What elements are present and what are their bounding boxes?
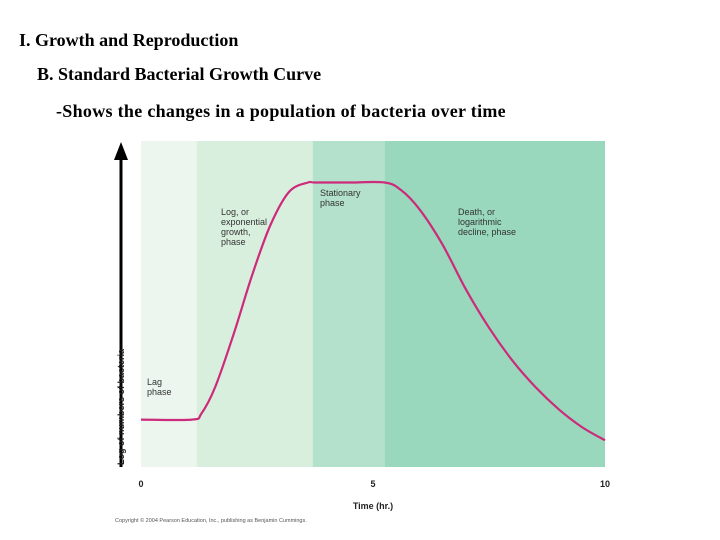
- x-tick-label: 0: [138, 479, 143, 489]
- y-axis-label: Log of numbers of bacteria: [116, 348, 126, 465]
- y-axis-arrowhead: [114, 142, 128, 160]
- x-tick-label: 5: [370, 479, 375, 489]
- x-tick-label: 10: [600, 479, 610, 489]
- growth-curve-line: [140, 180, 606, 442]
- phase-label-2: Stationary phase: [320, 188, 361, 208]
- phase-labels: Lag phase Log, or exponential growth, phase St…: [147, 188, 516, 397]
- x-tick-labels: 0 5 10: [138, 479, 610, 489]
- phase-band-3: [384, 141, 605, 467]
- copyright-notice: Copyright © 2004 Pearson Education, Inc.…: [115, 517, 307, 524]
- phase-label-3: Death, or logarithmic decline, phase: [458, 207, 516, 237]
- slide-heading-description: -Shows the changes in a population of ba…: [56, 101, 506, 121]
- phase-band-1: [196, 141, 313, 467]
- slide-heading-sub: B. Standard Bacterial Growth Curve: [37, 64, 322, 84]
- slide-heading-main: I. Growth and Reproduction: [19, 30, 239, 50]
- phase-label-0: Lag phase: [147, 377, 172, 397]
- phase-band-0: [141, 141, 197, 467]
- phase-label-1: Log, or exponential growth, phase: [221, 207, 267, 247]
- phase-bands: [141, 141, 605, 467]
- x-axis-label: Time (hr.): [353, 501, 393, 511]
- phase-band-2: [312, 141, 385, 467]
